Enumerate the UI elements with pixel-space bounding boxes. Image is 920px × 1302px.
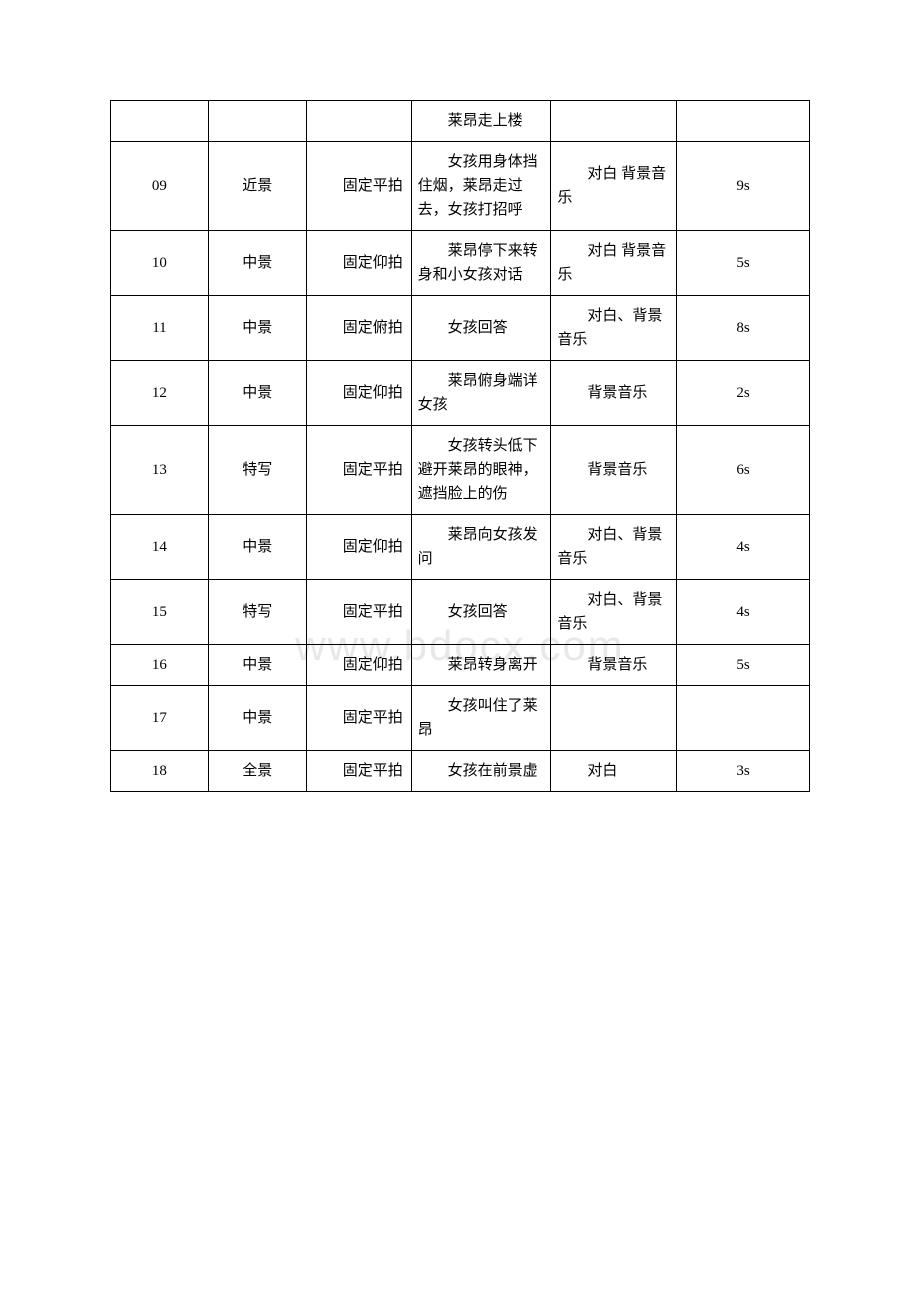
table-row: 11 中景 固定俯拍 女孩回答 对白、背景音乐 8s	[111, 296, 810, 361]
cell-shot: 近景	[208, 142, 306, 231]
cell-tech: 固定平拍	[306, 142, 411, 231]
cell-shot: 中景	[208, 296, 306, 361]
cell-num: 18	[111, 751, 209, 792]
cell-shot	[208, 101, 306, 142]
table-row: 10 中景 固定仰拍 莱昂停下来转身和小女孩对话 对白 背景音乐 5s	[111, 231, 810, 296]
cell-sound	[551, 101, 677, 142]
table-row: 莱昂走上楼	[111, 101, 810, 142]
cell-tech	[306, 101, 411, 142]
cell-desc: 莱昂向女孩发问	[411, 515, 551, 580]
cell-tech: 固定平拍	[306, 580, 411, 645]
storyboard-table: 莱昂走上楼 09 近景 固定平拍 女孩用身体挡住烟，莱昂走过去，女孩打招呼 对白…	[110, 100, 810, 792]
cell-dur: 9s	[677, 142, 810, 231]
cell-dur: 5s	[677, 645, 810, 686]
cell-sound: 对白 背景音乐	[551, 142, 677, 231]
cell-dur: 2s	[677, 361, 810, 426]
cell-tech: 固定仰拍	[306, 231, 411, 296]
cell-desc: 女孩用身体挡住烟，莱昂走过去，女孩打招呼	[411, 142, 551, 231]
cell-dur: 6s	[677, 426, 810, 515]
table-row: 14 中景 固定仰拍 莱昂向女孩发问 对白、背景音乐 4s	[111, 515, 810, 580]
cell-desc: 女孩在前景虚	[411, 751, 551, 792]
cell-num: 17	[111, 686, 209, 751]
table-row: 16 中景 固定仰拍 莱昂转身离开 背景音乐 5s	[111, 645, 810, 686]
table-row: 17 中景 固定平拍 女孩叫住了莱昂	[111, 686, 810, 751]
cell-num	[111, 101, 209, 142]
cell-dur: 4s	[677, 515, 810, 580]
cell-desc: 莱昂转身离开	[411, 645, 551, 686]
cell-sound: 背景音乐	[551, 426, 677, 515]
cell-dur: 3s	[677, 751, 810, 792]
cell-sound: 对白、背景音乐	[551, 515, 677, 580]
cell-desc: 莱昂俯身端详女孩	[411, 361, 551, 426]
cell-sound: 对白	[551, 751, 677, 792]
table-row: 13 特写 固定平拍 女孩转头低下避开莱昂的眼神，遮挡脸上的伤 背景音乐 6s	[111, 426, 810, 515]
cell-tech: 固定仰拍	[306, 515, 411, 580]
cell-sound: 对白、背景音乐	[551, 580, 677, 645]
table-row: 09 近景 固定平拍 女孩用身体挡住烟，莱昂走过去，女孩打招呼 对白 背景音乐 …	[111, 142, 810, 231]
table-body: 莱昂走上楼 09 近景 固定平拍 女孩用身体挡住烟，莱昂走过去，女孩打招呼 对白…	[111, 101, 810, 792]
cell-sound: 对白、背景音乐	[551, 296, 677, 361]
cell-sound: 背景音乐	[551, 645, 677, 686]
cell-shot: 特写	[208, 580, 306, 645]
cell-dur: 8s	[677, 296, 810, 361]
cell-tech: 固定仰拍	[306, 645, 411, 686]
cell-num: 12	[111, 361, 209, 426]
cell-num: 14	[111, 515, 209, 580]
cell-shot: 中景	[208, 686, 306, 751]
cell-dur	[677, 686, 810, 751]
cell-sound: 背景音乐	[551, 361, 677, 426]
cell-tech: 固定平拍	[306, 426, 411, 515]
cell-num: 10	[111, 231, 209, 296]
cell-shot: 中景	[208, 361, 306, 426]
cell-shot: 全景	[208, 751, 306, 792]
cell-desc: 女孩回答	[411, 580, 551, 645]
table-row: 15 特写 固定平拍 女孩回答 对白、背景音乐 4s	[111, 580, 810, 645]
cell-sound: 对白 背景音乐	[551, 231, 677, 296]
cell-shot: 中景	[208, 645, 306, 686]
table-row: 18 全景 固定平拍 女孩在前景虚 对白 3s	[111, 751, 810, 792]
cell-dur: 5s	[677, 231, 810, 296]
cell-shot: 特写	[208, 426, 306, 515]
cell-shot: 中景	[208, 515, 306, 580]
cell-dur	[677, 101, 810, 142]
cell-desc: 莱昂停下来转身和小女孩对话	[411, 231, 551, 296]
cell-num: 13	[111, 426, 209, 515]
cell-num: 11	[111, 296, 209, 361]
cell-desc: 莱昂走上楼	[411, 101, 551, 142]
table-row: 12 中景 固定仰拍 莱昂俯身端详女孩 背景音乐 2s	[111, 361, 810, 426]
cell-desc: 女孩叫住了莱昂	[411, 686, 551, 751]
cell-tech: 固定平拍	[306, 751, 411, 792]
cell-desc: 女孩回答	[411, 296, 551, 361]
cell-num: 09	[111, 142, 209, 231]
cell-sound	[551, 686, 677, 751]
cell-tech: 固定仰拍	[306, 361, 411, 426]
cell-num: 16	[111, 645, 209, 686]
cell-tech: 固定俯拍	[306, 296, 411, 361]
cell-desc: 女孩转头低下避开莱昂的眼神，遮挡脸上的伤	[411, 426, 551, 515]
cell-dur: 4s	[677, 580, 810, 645]
cell-tech: 固定平拍	[306, 686, 411, 751]
cell-num: 15	[111, 580, 209, 645]
cell-shot: 中景	[208, 231, 306, 296]
